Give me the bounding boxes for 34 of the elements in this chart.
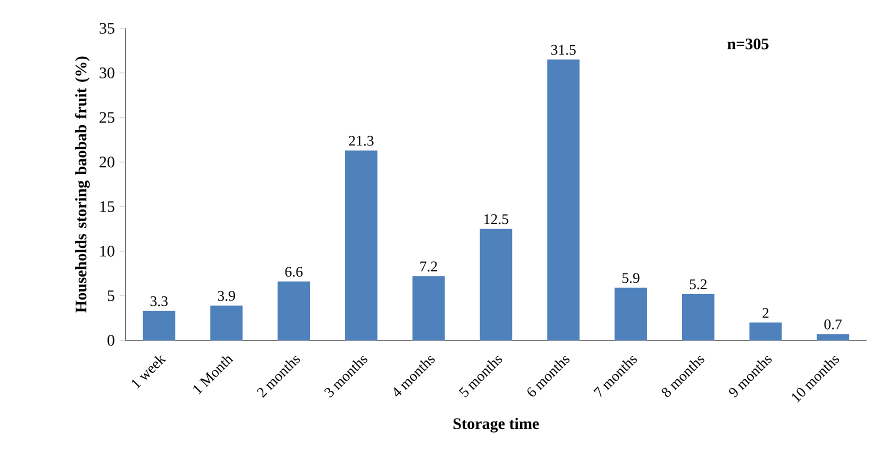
data-label: 12.5 <box>484 214 508 224</box>
bar <box>614 288 647 340</box>
y-tick-label: 20 <box>100 156 114 168</box>
data-label: 3.3 <box>150 296 168 306</box>
data-label: 31.5 <box>551 44 576 55</box>
x-axis-title: Storage time <box>454 418 539 432</box>
y-tick-label: 25 <box>100 112 114 123</box>
data-label: 7.2 <box>420 262 437 272</box>
data-label: 3.9 <box>218 290 235 301</box>
y-tick-label: 30 <box>100 68 114 78</box>
data-label: 5.9 <box>622 273 640 284</box>
bar <box>345 150 378 340</box>
data-label: 6.6 <box>285 266 303 277</box>
bar <box>278 282 310 340</box>
bar <box>142 310 176 340</box>
bar <box>749 322 782 340</box>
bar <box>480 228 512 340</box>
data-label: 5.2 <box>690 279 707 290</box>
bar <box>412 276 445 340</box>
x-tick-label: 1 week <box>132 355 166 389</box>
data-label: 21.3 <box>349 136 374 146</box>
y-tick-label: 5 <box>108 290 114 302</box>
annotation: n=305 <box>727 38 768 50</box>
y-tick-label: 35 <box>100 22 114 34</box>
y-axis-title: Households storing baobab fruit (%) <box>74 56 90 313</box>
y-tick-label: 15 <box>100 201 114 212</box>
bar <box>816 334 850 340</box>
y-tick-label: 10 <box>100 246 114 257</box>
bar <box>210 306 243 340</box>
y-tick-label: 0 <box>108 334 114 346</box>
data-label: 2 <box>762 308 768 318</box>
data-label: 0.7 <box>824 319 842 330</box>
bar <box>547 60 580 340</box>
bar <box>682 294 714 340</box>
